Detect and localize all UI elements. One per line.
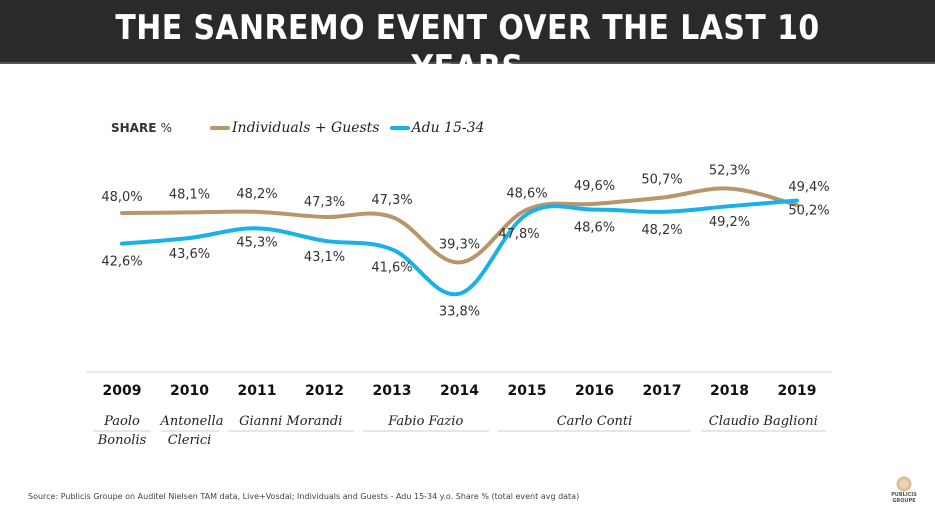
x-axis-labels: 2009 2010 2011 2012 2013 2014 2015 2016 2017 2018… [0, 383, 935, 403]
title-bar: THE SANREMO EVENT OVER THE LAST 10 YEARS [0, 0, 935, 88]
host-underline [498, 430, 691, 432]
share-unit: % [160, 121, 173, 135]
host-name: Paolo [104, 414, 140, 429]
legend-swatch-adu [389, 126, 410, 130]
data-label-individuals: 52,3% [709, 164, 750, 179]
share-label: SHARE % [111, 121, 172, 135]
data-label-adu: 45,3% [236, 235, 277, 250]
host-label: Claudio Baglioni [700, 413, 826, 432]
x-tick-label: 2014 [440, 383, 479, 399]
data-label-adu: 42,6% [101, 255, 142, 270]
host-label: Antonella Clerici [160, 413, 224, 449]
legend-label-individuals: Individuals + Guests [232, 120, 380, 136]
x-tick-label: 2018 [710, 383, 749, 399]
host-label: Carlo Conti [498, 413, 691, 432]
data-label-individuals: 48,1% [169, 187, 210, 202]
host-name: Carlo Conti [556, 414, 633, 429]
x-tick-label: 2013 [372, 383, 412, 399]
data-label-individuals: 48,2% [236, 187, 277, 202]
x-tick-label: 2019 [777, 383, 817, 399]
x-tick-label: 2017 [642, 383, 682, 399]
host-underline [700, 430, 826, 432]
data-label-adu: 33,8% [439, 305, 480, 320]
host-name: Antonella [160, 414, 224, 429]
share-label-text: SHARE [111, 121, 157, 135]
series-line-adu [120, 198, 799, 297]
x-tick-label: 2011 [237, 383, 277, 399]
page-title: THE SANREMO EVENT OVER THE LAST 10 YEARS [115, 8, 820, 88]
data-label-individuals: 50,7% [641, 173, 682, 188]
host-name-line2: Bonolis [97, 433, 147, 448]
host-name: Claudio Baglioni [708, 414, 818, 429]
data-label-adu: 47,8% [498, 227, 539, 242]
data-label-individuals: 49,6% [574, 179, 615, 194]
data-label-adu: 43,6% [169, 247, 210, 262]
host-label: Paolo Bonolis [93, 413, 151, 449]
legend-item-adu: Adu 15-34 [389, 120, 485, 136]
chart-legend: SHARE % Individuals + Guests Adu 15-34 [111, 118, 494, 138]
host-label: Gianni Morandi [228, 413, 354, 432]
host-name: Fabio Fazio [388, 414, 464, 429]
host-name: Gianni Morandi [239, 414, 343, 429]
sun-logo-icon [896, 476, 912, 492]
host-underline [228, 430, 354, 432]
x-tick-label: 2010 [170, 383, 209, 399]
data-label-adu: 50,2% [788, 204, 829, 219]
host-name-line2: Clerici [167, 433, 212, 448]
x-tick-label: 2016 [575, 383, 614, 399]
logo-text-line1: PUBLICIS [891, 492, 917, 498]
data-label-adu: 43,1% [304, 250, 345, 265]
legend-item-individuals: Individuals + Guests [210, 120, 380, 136]
legend-label-adu: Adu 15-34 [411, 120, 485, 136]
series-line-individuals [120, 186, 799, 265]
data-label-individuals: 39,3% [439, 237, 480, 252]
data-label-individuals: 48,0% [101, 190, 142, 205]
data-label-adu: 48,6% [574, 221, 615, 236]
x-tick-label: 2012 [305, 383, 344, 399]
host-label: Fabio Fazio [363, 413, 489, 432]
data-label-adu: 41,6% [371, 260, 412, 275]
host-underline [93, 430, 151, 432]
data-label-adu: 48,2% [641, 223, 682, 238]
x-tick-label: 2009 [102, 383, 142, 399]
host-underline [160, 430, 219, 432]
data-label-individuals: 48,6% [506, 187, 547, 202]
line-chart: 48,0% 48,1% 48,2% 47,3% 47,3% 39,3% 48,6% 49,6%… [101, 164, 829, 320]
source-note: Source: Publicis Groupe on Auditel Niels… [28, 492, 580, 501]
data-label-individuals: 47,3% [304, 195, 345, 210]
logo-text-line2: GROUPE [892, 498, 916, 504]
data-label-individuals: 47,3% [371, 193, 412, 208]
legend-swatch-individuals [210, 126, 231, 130]
data-label-individuals: 49,4% [788, 180, 829, 195]
data-label-adu: 49,2% [709, 215, 750, 230]
host-underline [363, 430, 489, 432]
publicis-logo: PUBLICIS GROUPE [884, 476, 924, 512]
x-axis-line [86, 371, 832, 373]
x-tick-label: 2015 [507, 383, 547, 399]
